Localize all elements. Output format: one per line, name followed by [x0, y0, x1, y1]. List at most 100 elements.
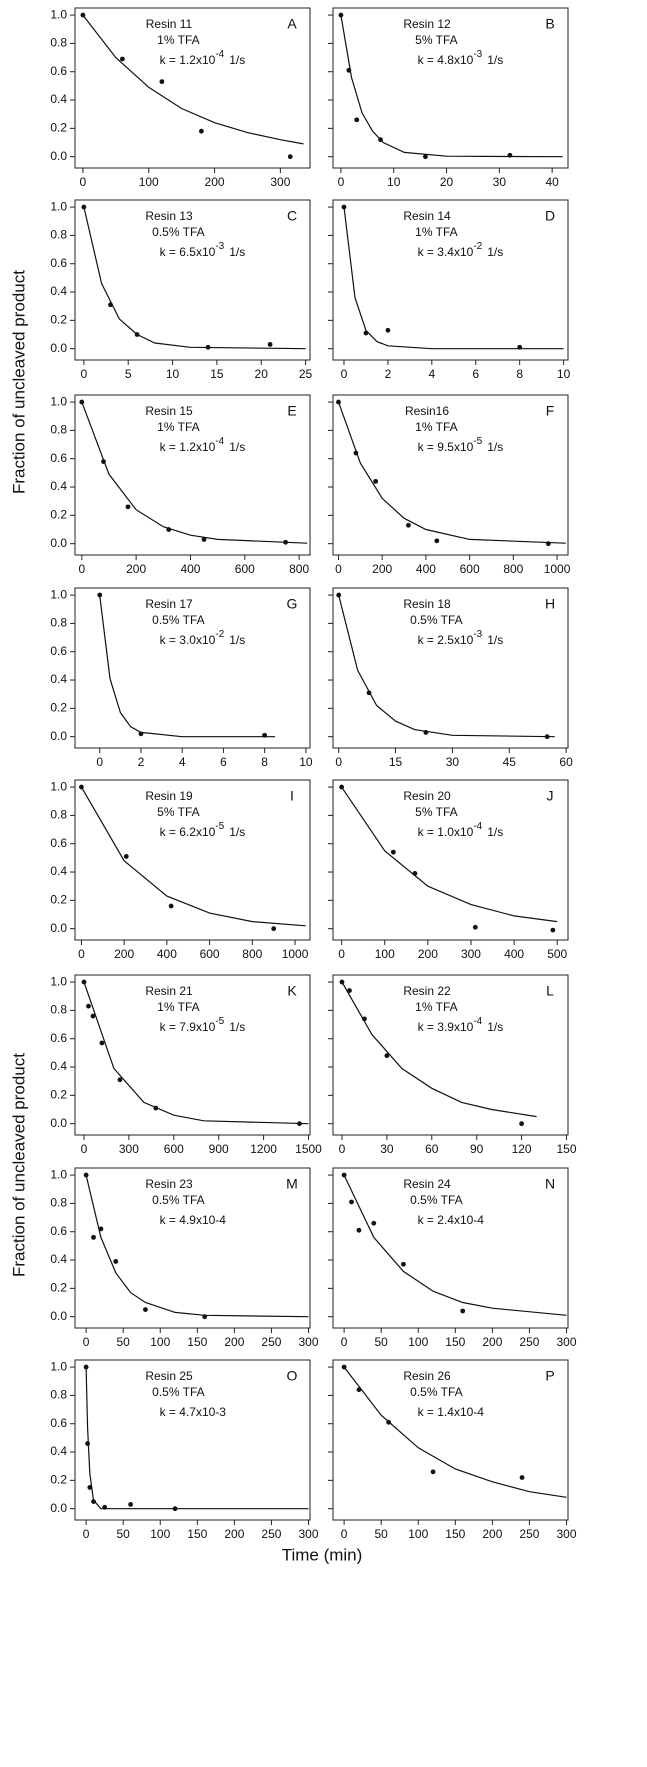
x-tick-label: 45 [503, 755, 517, 769]
y-tick-label: 0.6 [50, 836, 67, 850]
x-tick-label: 200 [418, 947, 438, 961]
resin-label: Resin 18 [403, 597, 451, 611]
y-tick-label: 0.0 [50, 1116, 67, 1130]
resin-label: Resin 11 [146, 17, 193, 31]
x-tick-label: 0 [78, 947, 85, 961]
y-tick-label: 0.2 [50, 508, 67, 522]
rate-constant: k = 3.9x10-4 1/s [418, 1016, 504, 1035]
x-tick-label: 150 [187, 1527, 207, 1541]
rate-constant: k = 2.5x10-3 1/s [418, 629, 504, 648]
rate-exponent: -2 [473, 241, 482, 252]
data-point [99, 1040, 105, 1046]
plot-frame [332, 7, 569, 169]
rate-constant: k = 6.2x10-5 1/s [160, 821, 246, 840]
acid-label: 1% TFA [415, 225, 457, 239]
data-point [119, 56, 125, 62]
data-point [472, 924, 478, 930]
data-point [205, 344, 211, 350]
acid-label: 0.5% TFA [152, 613, 204, 627]
x-tick-label: 300 [299, 1527, 319, 1541]
data-point [168, 903, 174, 909]
plot-frame [74, 1359, 311, 1521]
x-tick-label: 1500 [295, 1142, 322, 1156]
data-point [83, 1172, 89, 1178]
x-tick-label: 30 [493, 175, 507, 189]
x-tick-label: 200 [372, 562, 392, 576]
data-point [134, 332, 140, 337]
x-tick-label: 100 [408, 1527, 428, 1541]
data-point [423, 154, 428, 160]
x-tick-label: 400 [157, 947, 177, 961]
x-tick-label: 0 [339, 1142, 346, 1156]
x-tick-label: 0 [335, 755, 342, 769]
rate-exponent: -3 [473, 49, 482, 60]
rate-exponent: -2 [215, 629, 224, 640]
x-tick-label: 50 [375, 1527, 389, 1541]
rate-constant: k = 1.4x10-4 [418, 1405, 485, 1419]
data-point [90, 1013, 96, 1019]
rate-text: k = 4.7x10-3 [160, 1405, 227, 1419]
rate-text: k = 9.5x10 [418, 440, 474, 454]
y-tick-label: 0.6 [50, 64, 67, 78]
y-tick-label: 0.6 [50, 644, 67, 658]
y-tick-label: 0.4 [50, 479, 67, 493]
panel-letter: F [546, 403, 555, 419]
x-tick-label: 300 [299, 1335, 319, 1349]
y-tick-label: 0.8 [50, 616, 67, 630]
rate-text: k = 1.2x10 [160, 53, 216, 67]
rate-unit: 1/s [487, 440, 503, 454]
panel-letter: M [286, 1176, 298, 1192]
data-point [353, 450, 359, 456]
rate-exponent: -3 [473, 629, 482, 640]
rate-constant: k = 4.7x10-3 [160, 1405, 227, 1419]
x-tick-label: 15 [210, 367, 224, 381]
plot-frame [332, 779, 569, 941]
plot-frame [332, 587, 569, 749]
x-tick-label: 200 [224, 1527, 244, 1541]
data-point [271, 926, 277, 932]
rate-unit: 1/s [487, 53, 503, 67]
x-tick-label: 200 [482, 1335, 502, 1349]
panel-letter: G [287, 596, 298, 612]
panel-letter: A [287, 16, 297, 32]
x-tick-label: 30 [380, 1142, 394, 1156]
rate-unit: 1/s [229, 825, 245, 839]
resin-label: Resin 14 [403, 209, 451, 223]
y-tick-label: 0.2 [50, 313, 67, 327]
x-tick-label: 600 [235, 562, 255, 576]
x-tick-label: 500 [547, 947, 567, 961]
data-point [385, 327, 391, 333]
data-point [287, 154, 293, 160]
acid-label: 1% TFA [157, 1000, 199, 1014]
x-tick-label: 2 [138, 755, 145, 769]
data-point [349, 1199, 354, 1205]
y-axis-label: Fraction of uncleaved product [9, 270, 28, 494]
data-point [123, 854, 129, 859]
rate-exponent: -4 [215, 436, 224, 447]
y-tick-label: 0.4 [50, 92, 67, 106]
x-tick-label: 60 [425, 1142, 439, 1156]
data-point [98, 1226, 104, 1232]
x-tick-label: 120 [512, 1142, 532, 1156]
resin-label: Resin 24 [403, 1177, 451, 1191]
x-tick-label: 150 [187, 1335, 207, 1349]
x-tick-label: 400 [416, 562, 436, 576]
panel-letter: I [290, 788, 294, 804]
x-axis-label: Time (min) [282, 1545, 363, 1564]
plot-frame [74, 7, 311, 169]
x-tick-label: 800 [242, 947, 262, 961]
x-tick-label: 20 [255, 367, 269, 381]
data-point [347, 988, 352, 993]
x-tick-label: 50 [375, 1335, 389, 1349]
x-tick-label: 100 [408, 1335, 428, 1349]
rate-exponent: -4 [473, 821, 482, 832]
x-tick-label: 100 [375, 947, 395, 961]
y-tick-label: 0.6 [50, 451, 67, 465]
data-point [153, 1105, 159, 1111]
rate-text: k = 1.2x10 [160, 440, 216, 454]
acid-label: 0.5% TFA [152, 225, 204, 239]
data-point [202, 1314, 208, 1320]
data-point [460, 1308, 466, 1314]
rate-text: k = 2.5x10 [418, 633, 474, 647]
data-point [356, 1387, 362, 1393]
